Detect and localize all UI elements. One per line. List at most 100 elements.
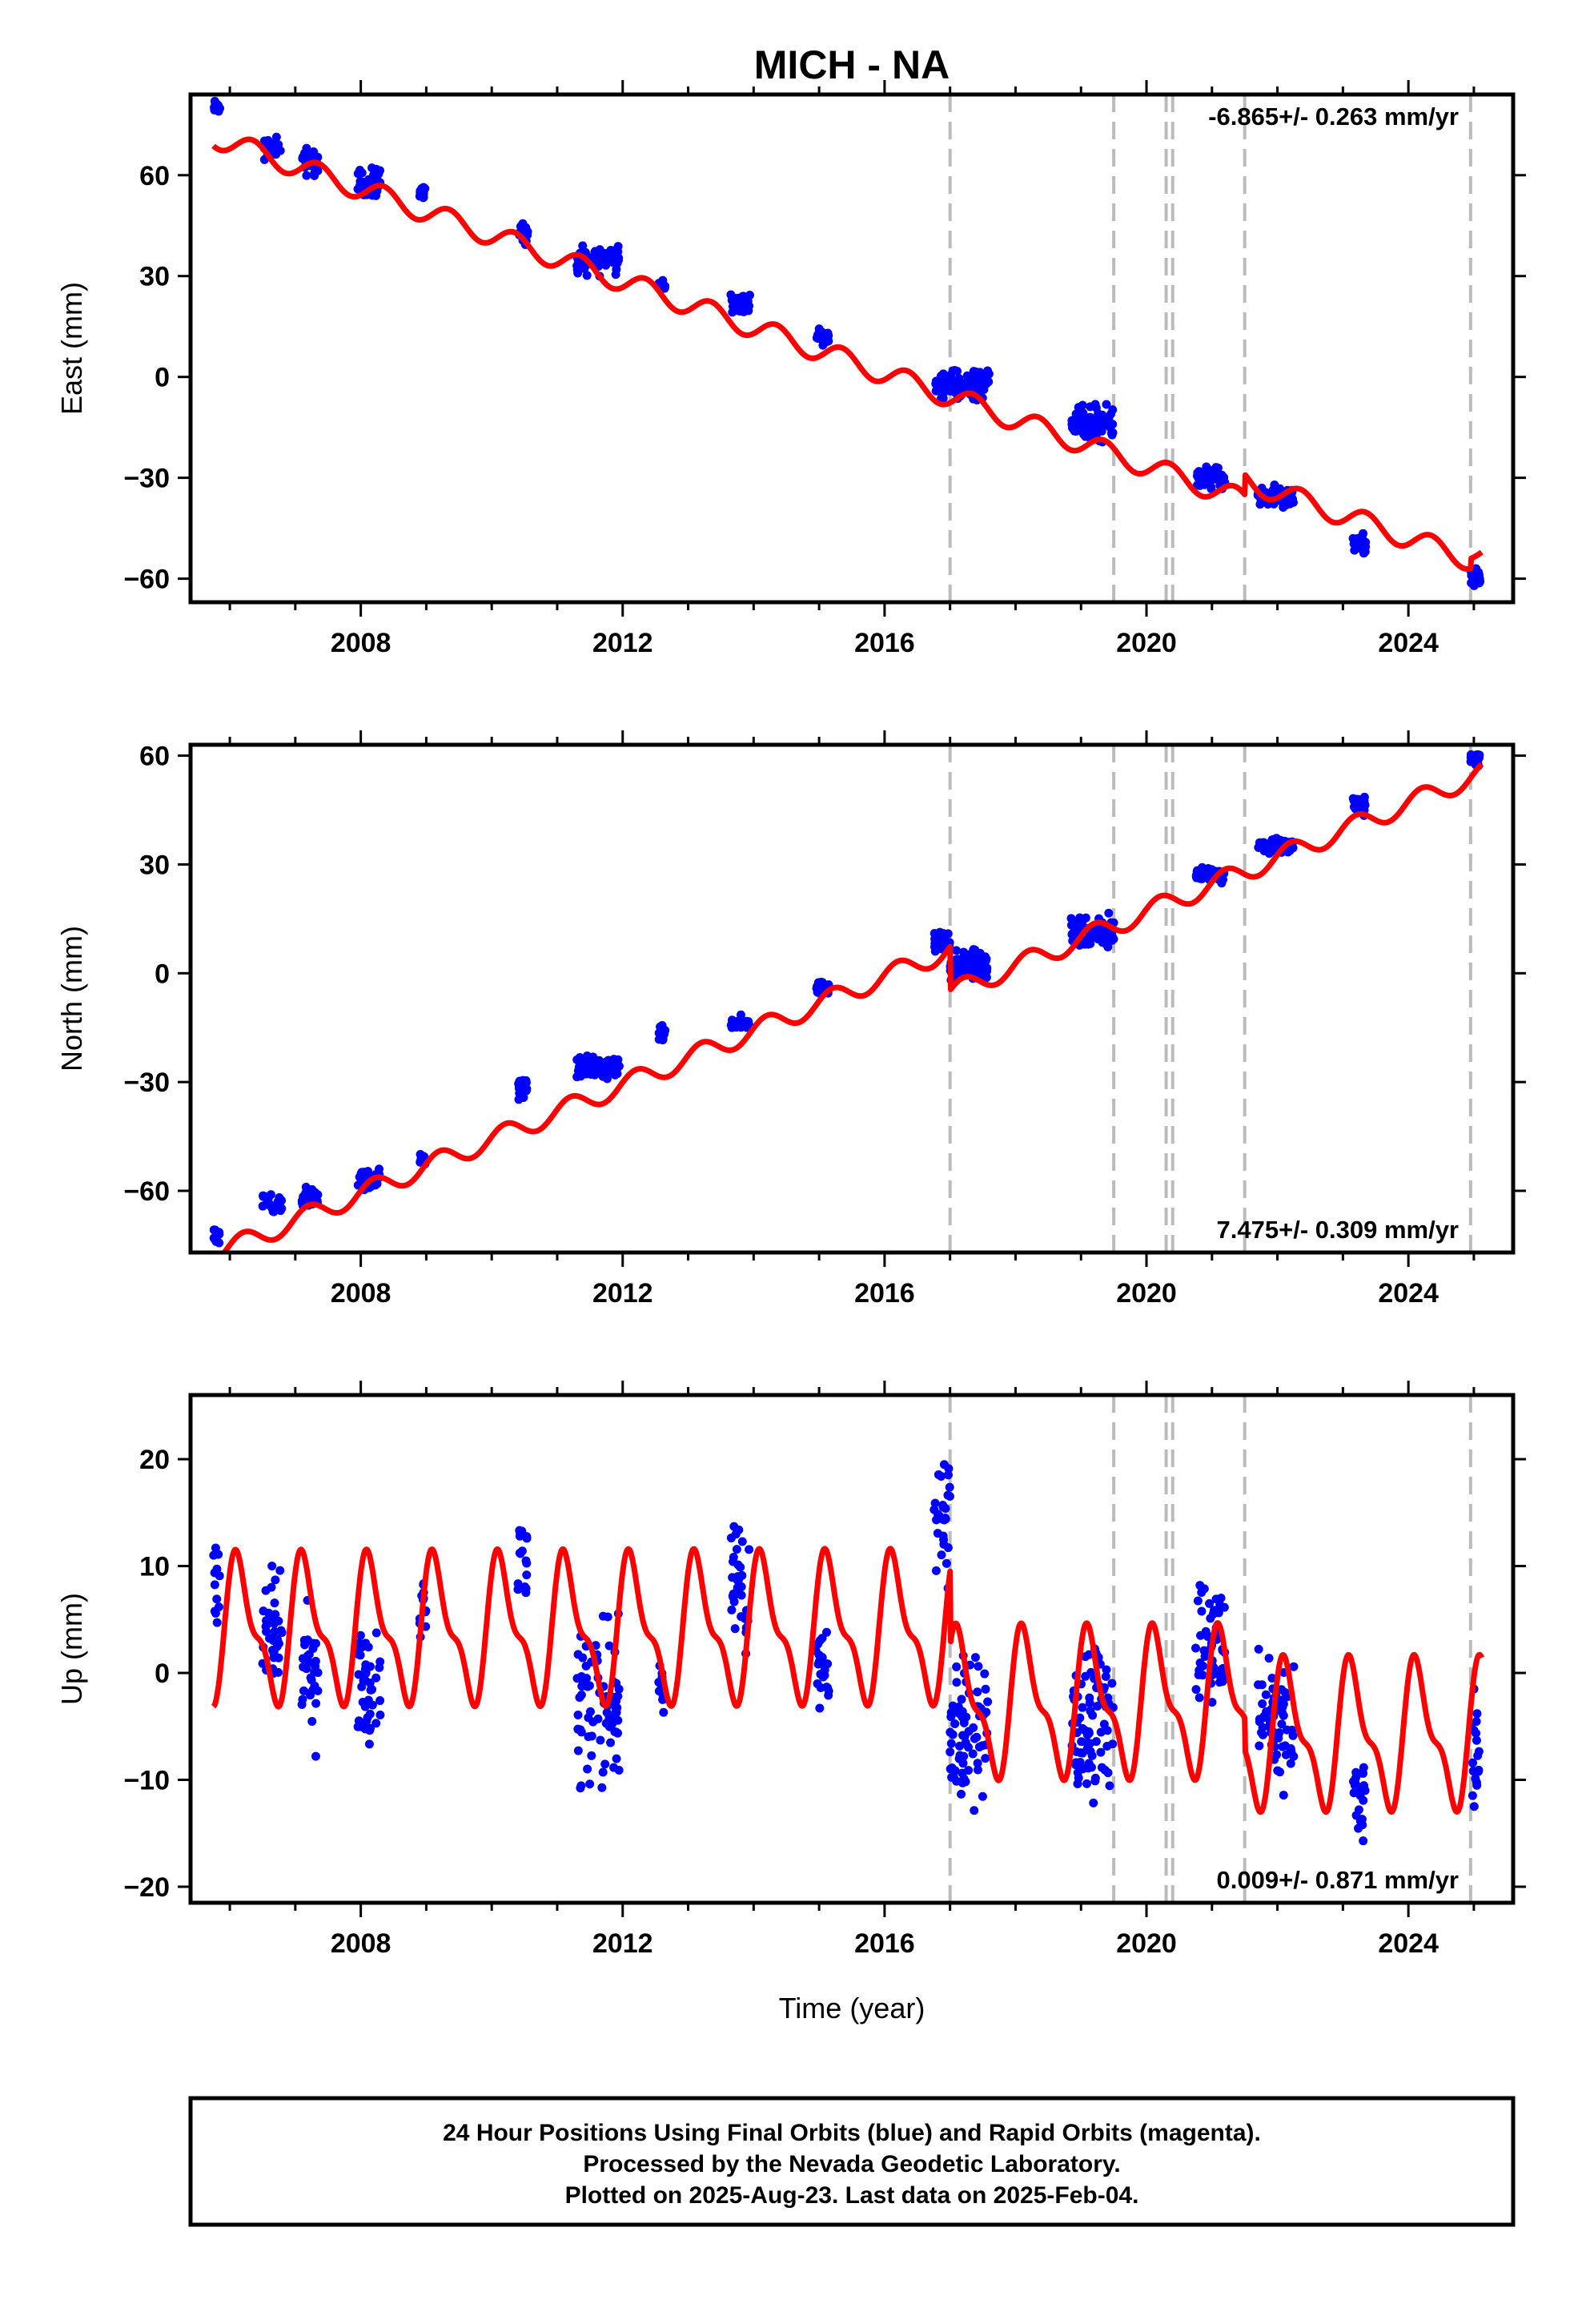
data-point [1279, 1699, 1288, 1709]
data-point [1088, 424, 1098, 433]
data-point [212, 1564, 222, 1574]
x-tick-label: 2024 [1378, 1928, 1439, 1959]
data-point [1191, 1685, 1201, 1695]
data-point [737, 292, 747, 301]
data-point [375, 1696, 385, 1706]
y-tick-label: 10 [139, 1552, 170, 1582]
data-point [1068, 929, 1078, 939]
data-point [821, 1627, 831, 1637]
data-point [419, 193, 428, 203]
data-point [1472, 1778, 1481, 1787]
data-point [1259, 1711, 1269, 1721]
data-point [1078, 400, 1087, 410]
data-point [1101, 1671, 1110, 1681]
data-point [969, 367, 978, 376]
y-tick-label: −10 [123, 1766, 170, 1796]
data-point [1073, 410, 1082, 420]
data-point [1279, 1711, 1288, 1720]
data-point [614, 1765, 624, 1775]
data-point [1466, 753, 1476, 762]
data-point [585, 1779, 595, 1789]
data-point [275, 1566, 285, 1575]
data-point [522, 1558, 532, 1568]
data-point [573, 1711, 583, 1720]
data-point [729, 1019, 739, 1029]
data-point [1195, 480, 1205, 490]
data-point [964, 1743, 974, 1752]
data-point [614, 1684, 624, 1694]
data-point [357, 1682, 367, 1691]
data-point [308, 1643, 318, 1653]
y-tick-label: 20 [139, 1445, 170, 1475]
data-point [263, 1194, 273, 1204]
data-point [601, 1719, 611, 1728]
data-point [1192, 866, 1202, 875]
data-point [598, 1767, 608, 1777]
y-tick-label: −30 [123, 464, 170, 494]
data-point [261, 1586, 271, 1595]
y-tick-label: −30 [123, 1068, 170, 1098]
data-point [1258, 1699, 1267, 1709]
plot-frame [188, 742, 1516, 1255]
data-point [590, 247, 600, 257]
data-point [943, 929, 953, 939]
data-point [944, 376, 954, 386]
data-point [515, 1083, 524, 1092]
data-point [941, 1514, 950, 1524]
data-point [277, 1204, 287, 1213]
data-point [307, 1716, 317, 1726]
data-point [576, 1725, 585, 1735]
y-tick-label: 60 [139, 742, 170, 772]
y-axis-label: North (mm) [55, 926, 88, 1072]
data-point [1350, 1780, 1359, 1790]
data-point [978, 1791, 987, 1801]
data-point [1268, 485, 1278, 494]
data-point [1107, 935, 1117, 945]
caption-line-2: Processed by the Nevada Geodetic Laborat… [583, 2151, 1120, 2177]
x-tick-label: 2016 [854, 1278, 915, 1309]
data-point [576, 1781, 586, 1791]
data-point [954, 965, 964, 975]
data-point [962, 371, 972, 380]
x-tick-label: 2012 [592, 1278, 653, 1309]
data-point [363, 177, 372, 187]
data-point [598, 1072, 608, 1081]
y-tick-label: 0 [155, 363, 170, 393]
model-curve [211, 1546, 1484, 1815]
data-point [612, 1754, 621, 1763]
data-point [943, 1490, 953, 1500]
data-point [659, 1707, 669, 1717]
rate-label: -6.865+/- 0.263 mm/yr [1208, 103, 1459, 131]
data-point [572, 1072, 582, 1082]
data-point [1261, 1690, 1271, 1699]
data-point [1103, 1768, 1113, 1778]
data-point [1090, 1776, 1100, 1786]
data-point [1476, 577, 1485, 586]
data-point [974, 372, 984, 382]
data-point [268, 1635, 278, 1645]
data-point [263, 1618, 273, 1628]
data-point [307, 1675, 316, 1685]
data-point [1195, 1693, 1204, 1703]
data-point [521, 1584, 531, 1594]
data-point [269, 1649, 279, 1659]
data-point [357, 168, 367, 178]
data-point [946, 1747, 955, 1757]
y-tick-label: 0 [155, 1659, 170, 1689]
data-point [959, 1774, 969, 1783]
plot-frame [188, 92, 1516, 605]
y-tick-label: −60 [123, 1176, 170, 1207]
data-point [1094, 409, 1103, 419]
data-point [1099, 1719, 1109, 1729]
data-point [658, 279, 668, 288]
data-point [610, 1711, 620, 1720]
data-point [1468, 1791, 1477, 1800]
data-point [1351, 1771, 1361, 1780]
data-point [1107, 1679, 1117, 1688]
data-point [270, 1598, 279, 1608]
data-point [946, 1727, 955, 1737]
data-point [1102, 420, 1112, 429]
data-point [1070, 422, 1080, 432]
data-point [952, 1678, 962, 1687]
